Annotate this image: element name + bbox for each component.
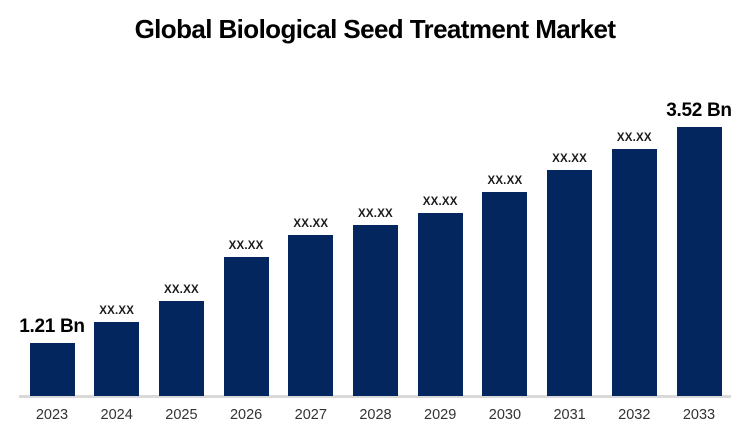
bar-value-label-2028: XX.XX (358, 208, 393, 220)
bar-value-label-2025: XX.XX (163, 284, 199, 296)
bar-2030 (482, 192, 528, 396)
x-tick-label-2031: 2031 (553, 407, 586, 423)
bar-value-label-2031: XX.XX (552, 153, 588, 165)
chart-title: Global Biological Seed Treatment Market (134, 14, 616, 44)
bar-value-label-2032: XX.XX (616, 132, 652, 144)
x-tick-label-2029: 2029 (424, 407, 457, 423)
bar-value-label-2030: XX.XX (487, 175, 523, 187)
x-tick-label-2032: 2032 (618, 407, 651, 423)
bar-value-label-2026: XX.XX (228, 240, 264, 252)
bar-2032 (611, 149, 657, 396)
x-tick-label-2026: 2026 (229, 407, 263, 423)
bar-2033 (676, 127, 722, 396)
bar-value-label-2033: 3.52 Bn (666, 100, 732, 121)
x-tick-label-2027: 2027 (294, 407, 327, 423)
x-tick-label-2023: 2023 (35, 407, 69, 423)
bar-2026 (223, 257, 269, 396)
bar-2031 (547, 170, 593, 396)
bar-2023 (29, 343, 75, 396)
x-tick-label-2033: 2033 (682, 407, 716, 423)
bar-value-label-2029: XX.XX (422, 196, 458, 208)
bar-2028 (353, 225, 398, 396)
bar-2025 (158, 301, 204, 396)
x-tick-label-2028: 2028 (359, 407, 392, 423)
bar-2027 (288, 235, 334, 396)
x-tick-label-2024: 2024 (100, 407, 133, 423)
bar-2029 (417, 213, 463, 396)
x-tick-label-2025: 2025 (165, 407, 198, 423)
bar-2024 (94, 322, 140, 396)
x-tick-label-2030: 2030 (488, 407, 522, 423)
x-axis-line (19, 395, 731, 398)
bar-value-label-2027: XX.XX (293, 218, 329, 230)
bar-value-label-2024: XX.XX (99, 305, 135, 317)
bar-value-label-2023: 1.21 Bn (19, 316, 85, 337)
